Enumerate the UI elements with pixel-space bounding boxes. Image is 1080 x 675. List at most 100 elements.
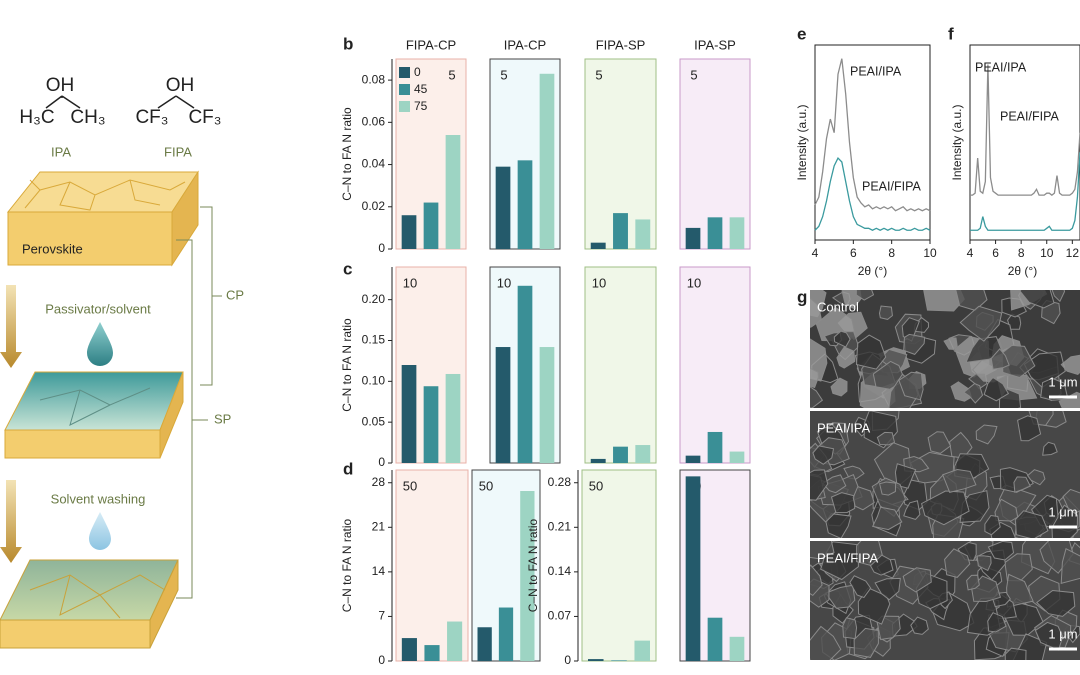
panel-letter: c bbox=[343, 259, 352, 278]
plot-frame bbox=[814, 44, 931, 241]
x-tick-label: 10 bbox=[923, 246, 937, 260]
molecule-name: IPA bbox=[51, 144, 71, 159]
grain bbox=[810, 625, 842, 660]
grain bbox=[1006, 573, 1034, 608]
bar bbox=[447, 621, 463, 661]
crack bbox=[39, 179, 186, 196]
grain bbox=[1004, 647, 1027, 660]
micrograph bbox=[810, 411, 1080, 538]
bar bbox=[520, 491, 535, 661]
x-tick-label: 4 bbox=[812, 246, 819, 260]
x-tick-label: 8 bbox=[1018, 246, 1025, 260]
x-tick-label: 6 bbox=[992, 246, 999, 260]
subplot-frame bbox=[395, 469, 469, 662]
bar bbox=[685, 455, 701, 463]
y-tick-label: 0 bbox=[378, 653, 385, 667]
grain bbox=[987, 541, 1015, 561]
bar bbox=[707, 431, 723, 463]
panel-letter: e bbox=[797, 24, 806, 43]
drop bbox=[89, 512, 111, 550]
grain bbox=[1036, 589, 1076, 617]
grain bbox=[1060, 354, 1080, 375]
y-axis-label: C–N to FA N ratio bbox=[526, 518, 540, 612]
bar bbox=[517, 160, 533, 249]
bar bbox=[401, 215, 417, 249]
bar bbox=[707, 217, 723, 249]
oh-label: OH bbox=[166, 75, 195, 96]
grain bbox=[1019, 290, 1055, 309]
panel-letter: d bbox=[343, 459, 353, 478]
legend-label: 0 bbox=[414, 65, 421, 79]
grain bbox=[923, 290, 965, 312]
grain bbox=[1051, 290, 1066, 303]
grain bbox=[810, 469, 829, 501]
subplot-title: FIPA-SP bbox=[596, 37, 646, 52]
annotation: 10 bbox=[403, 275, 417, 290]
series-label: PEAI/IPA bbox=[975, 60, 1027, 74]
y-tick-label: 0.08 bbox=[362, 72, 386, 86]
y-tick-label: 0.28 bbox=[548, 475, 572, 489]
series-label: PEAI/FIPA bbox=[862, 179, 921, 193]
panel-a: OH H₃C CH₃ IPA OH CF₃ CF₃ FIPA Perovskit… bbox=[0, 75, 244, 649]
grain bbox=[1040, 377, 1069, 401]
grain bbox=[910, 616, 929, 635]
legend-label: 75 bbox=[414, 99, 428, 113]
micrograph-label: Control bbox=[817, 299, 859, 314]
bar bbox=[587, 659, 604, 661]
y-tick-label: 0.14 bbox=[548, 564, 572, 578]
bond bbox=[157, 95, 177, 109]
grain bbox=[983, 376, 1010, 402]
grain bbox=[975, 424, 998, 445]
y-axis-label: C–N to FA N ratio bbox=[340, 518, 354, 612]
grain bbox=[852, 485, 875, 511]
y-tick-label: 7 bbox=[378, 609, 385, 623]
subplot-frame bbox=[581, 469, 657, 662]
slab-front bbox=[0, 619, 151, 649]
grain bbox=[984, 514, 1001, 536]
micrograph-label: PEAI/FIPA bbox=[817, 550, 878, 565]
bar bbox=[707, 617, 723, 661]
bar bbox=[539, 347, 555, 463]
annotation: 5 bbox=[500, 67, 507, 82]
grain bbox=[810, 367, 819, 389]
panel-letter: f bbox=[948, 24, 954, 43]
slab-top bbox=[4, 371, 184, 431]
x-tick-label: 12 bbox=[1066, 246, 1080, 260]
annotation: 10 bbox=[497, 275, 511, 290]
subplot-title: FIPA-CP bbox=[406, 37, 456, 52]
grain bbox=[962, 383, 984, 404]
x-axis-label: 2θ (°) bbox=[858, 264, 887, 278]
bracket-cp bbox=[200, 206, 213, 386]
slab-side bbox=[149, 559, 179, 649]
bar bbox=[590, 458, 606, 463]
grain bbox=[943, 337, 958, 350]
bar bbox=[634, 640, 651, 661]
grain bbox=[1017, 415, 1042, 442]
grain bbox=[903, 333, 926, 355]
bond bbox=[61, 95, 81, 109]
y-tick-label: 14 bbox=[372, 564, 386, 578]
y-tick-label: 0.06 bbox=[362, 115, 386, 129]
annotation: 10 bbox=[592, 275, 606, 290]
grain bbox=[994, 498, 1019, 522]
grain bbox=[903, 500, 921, 520]
molecule-ipa bbox=[45, 95, 81, 109]
grain bbox=[894, 463, 917, 489]
bar bbox=[590, 242, 606, 249]
bar bbox=[424, 645, 440, 661]
bar bbox=[495, 347, 511, 463]
y-tick-label: 0.10 bbox=[362, 374, 386, 388]
annotation: 50 bbox=[479, 478, 493, 493]
group-label: CH₃ bbox=[70, 107, 105, 128]
y-tick-label: 0.04 bbox=[362, 157, 386, 171]
grain bbox=[849, 575, 872, 599]
series-line bbox=[970, 64, 1080, 196]
grain bbox=[1026, 469, 1046, 486]
grain bbox=[927, 431, 952, 454]
grain bbox=[812, 445, 835, 465]
grain bbox=[855, 290, 875, 301]
grain bbox=[836, 346, 856, 369]
grain bbox=[976, 555, 992, 572]
x-axis-label: 2θ (°) bbox=[1008, 264, 1037, 278]
micrograph-label: PEAI/IPA bbox=[817, 420, 871, 435]
